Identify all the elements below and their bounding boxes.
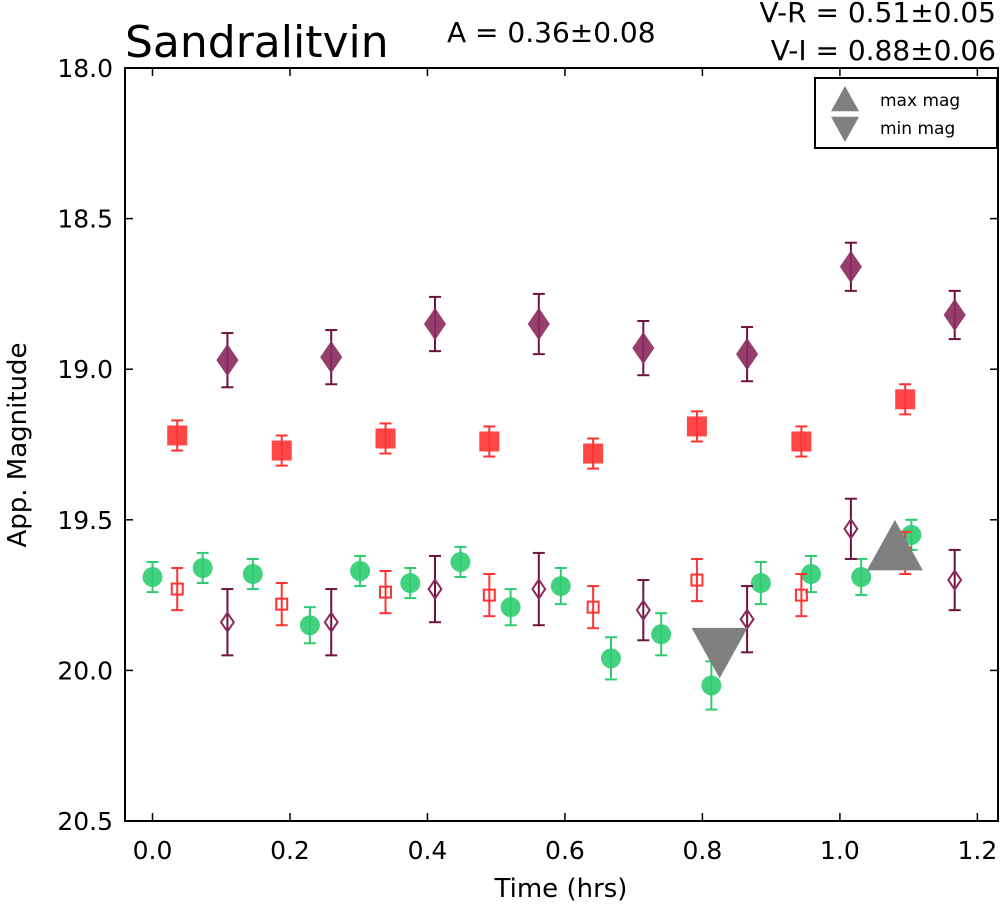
data-point [632, 331, 655, 365]
data-point [479, 431, 500, 452]
data-point [500, 597, 521, 618]
data-point [450, 551, 471, 572]
amplitude-annotation: A = 0.36±0.08 [447, 16, 656, 49]
data-point [531, 577, 547, 601]
data-point [142, 567, 163, 588]
data-point [350, 561, 371, 582]
y-tick-label: 20.5 [57, 807, 113, 836]
data-point [275, 597, 289, 611]
x-tick-label: 0.6 [545, 836, 585, 865]
x-axis-label: Time (hrs) [494, 874, 628, 904]
y-tick-label: 19.5 [57, 506, 113, 535]
axes: 0.0 0.2 0.4 0.6 0.8 1.0 1.2 18.0 18.5 19.0 19.5 20.… [57, 54, 999, 865]
data-point [482, 588, 496, 602]
data-point [801, 564, 822, 585]
data-point [192, 557, 213, 578]
data-point [690, 573, 704, 587]
x-tick-label: 0.8 [683, 836, 723, 865]
data-point [299, 615, 320, 636]
plot-frame [124, 67, 999, 822]
data-point [423, 307, 447, 341]
data-point [947, 568, 963, 592]
series-4 [219, 497, 963, 657]
x-tick-label: 0.0 [133, 836, 173, 865]
min-mag-marker [691, 627, 748, 679]
data-point [170, 582, 184, 596]
legend-marker [831, 116, 859, 142]
data-point [943, 298, 966, 332]
data-point [271, 440, 292, 461]
series-0 [142, 518, 922, 711]
data-point [901, 524, 922, 545]
data-point [527, 307, 550, 341]
data-point [427, 577, 443, 601]
data-point [794, 588, 808, 602]
data-point [851, 567, 872, 588]
legend-label: max mag [880, 91, 960, 111]
y-tick-label: 20.0 [57, 656, 113, 685]
data-point [379, 585, 393, 599]
data-point [375, 428, 396, 449]
data-point [320, 340, 343, 374]
data-point [651, 624, 672, 645]
data-point [550, 576, 571, 597]
series-3 [170, 530, 912, 630]
data-point [750, 573, 771, 594]
x-tick-label: 1.0 [820, 836, 860, 865]
max-mag-marker [866, 519, 923, 571]
data-point [701, 675, 722, 696]
legend: max mag min mag [814, 77, 998, 149]
series-2 [216, 241, 966, 389]
data-point [216, 343, 239, 377]
data-point [843, 517, 859, 540]
data-point [635, 599, 651, 622]
series-1 [167, 383, 916, 470]
chart-title: Sandralitvin [125, 17, 389, 68]
data-point [167, 425, 188, 446]
y-axis-label: App. Magnitude [3, 342, 33, 547]
data-point [323, 611, 339, 634]
data-point [586, 600, 600, 614]
y-tick-label: 18.0 [57, 54, 113, 83]
legend-label: min mag [880, 119, 955, 139]
plot-area [142, 241, 966, 711]
v-r-annotation: V-R = 0.51±0.05 [760, 0, 996, 29]
x-tick-label: 0.2 [270, 836, 310, 865]
data-point [736, 337, 759, 371]
data-point [600, 648, 621, 669]
y-tick-label: 19.0 [57, 355, 113, 384]
x-tick-label: 1.2 [957, 836, 997, 865]
data-point [400, 573, 421, 594]
data-point [219, 611, 236, 634]
data-point [583, 443, 604, 464]
y-tick-label: 18.5 [57, 205, 113, 234]
x-tick-label: 0.4 [408, 836, 448, 865]
data-point [895, 389, 916, 410]
data-point [839, 250, 862, 284]
data-point [791, 431, 812, 452]
data-point [686, 416, 707, 437]
v-i-annotation: V-I = 0.88±0.06 [771, 34, 996, 67]
data-point [242, 564, 263, 585]
legend-marker [831, 86, 859, 112]
